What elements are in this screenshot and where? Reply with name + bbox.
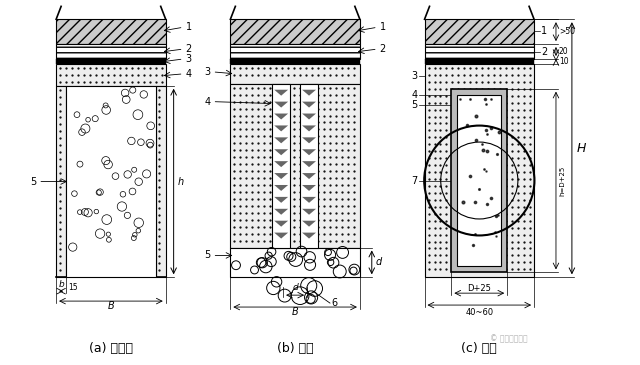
Text: 4: 4 — [186, 69, 192, 79]
Polygon shape — [274, 161, 288, 167]
Polygon shape — [302, 101, 316, 108]
Bar — [56, 86, 66, 277]
Text: b: b — [58, 280, 64, 289]
Text: B: B — [292, 307, 298, 317]
Polygon shape — [302, 161, 316, 167]
Polygon shape — [302, 185, 316, 191]
Polygon shape — [302, 209, 316, 215]
Text: 15: 15 — [68, 283, 77, 292]
Bar — [451, 89, 507, 272]
Polygon shape — [274, 126, 288, 131]
Text: 4: 4 — [412, 90, 417, 100]
Bar — [300, 84, 318, 247]
Text: 5: 5 — [412, 100, 417, 110]
Bar — [424, 64, 534, 277]
Bar — [56, 19, 166, 44]
Polygon shape — [274, 90, 288, 96]
Polygon shape — [274, 233, 288, 239]
Polygon shape — [274, 101, 288, 108]
Text: 1: 1 — [541, 26, 547, 36]
Text: H: H — [577, 142, 586, 155]
Text: d: d — [292, 283, 298, 292]
Polygon shape — [302, 221, 316, 227]
Text: 40~60: 40~60 — [465, 308, 493, 318]
Text: 20: 20 — [559, 47, 568, 56]
Bar — [424, 19, 534, 44]
Polygon shape — [302, 90, 316, 96]
Bar — [424, 59, 534, 64]
Polygon shape — [274, 137, 288, 143]
Text: 3: 3 — [204, 67, 211, 77]
Bar — [56, 59, 166, 64]
Text: 1: 1 — [380, 22, 386, 32]
Text: 2: 2 — [186, 44, 192, 54]
Text: (c) 管式: (c) 管式 — [461, 342, 497, 355]
Text: d: d — [376, 257, 382, 268]
Text: D+25: D+25 — [467, 284, 492, 293]
Bar — [230, 84, 360, 247]
Text: 5: 5 — [204, 250, 211, 261]
Bar — [272, 84, 290, 247]
Text: h: h — [178, 177, 184, 187]
Bar — [458, 95, 501, 266]
Text: >50: >50 — [559, 27, 575, 36]
Text: 2: 2 — [541, 47, 547, 57]
Bar — [66, 86, 156, 277]
Bar — [156, 86, 166, 277]
Bar — [230, 247, 360, 277]
Text: 3: 3 — [186, 54, 192, 64]
Polygon shape — [302, 126, 316, 131]
Text: 1: 1 — [186, 22, 192, 32]
Text: 4: 4 — [204, 97, 211, 107]
Polygon shape — [302, 114, 316, 119]
Polygon shape — [274, 209, 288, 215]
Text: B: B — [108, 301, 115, 311]
Text: 2: 2 — [380, 44, 386, 54]
Bar — [56, 44, 166, 59]
Polygon shape — [274, 149, 288, 155]
Bar — [424, 44, 534, 59]
Polygon shape — [302, 137, 316, 143]
Bar — [230, 19, 360, 44]
Text: 3: 3 — [412, 71, 417, 81]
Text: 6: 6 — [331, 298, 337, 308]
Text: 5: 5 — [30, 177, 36, 187]
Bar — [230, 59, 360, 64]
Polygon shape — [274, 114, 288, 119]
Polygon shape — [302, 149, 316, 155]
Polygon shape — [274, 185, 288, 191]
Text: (b) 洞式: (b) 洞式 — [276, 342, 314, 355]
Text: 10: 10 — [559, 57, 568, 66]
Text: (a) 暗沟式: (a) 暗沟式 — [89, 342, 133, 355]
Bar — [230, 64, 360, 84]
Polygon shape — [302, 197, 316, 203]
Text: h=D+25: h=D+25 — [559, 165, 565, 196]
Text: © 锦龙路桥市政: © 锦龙路桥市政 — [490, 334, 528, 343]
Text: 7: 7 — [412, 176, 417, 185]
Polygon shape — [302, 233, 316, 239]
Polygon shape — [274, 197, 288, 203]
Bar — [230, 44, 360, 59]
Polygon shape — [302, 173, 316, 179]
Bar — [56, 64, 166, 86]
Polygon shape — [274, 221, 288, 227]
Polygon shape — [274, 173, 288, 179]
